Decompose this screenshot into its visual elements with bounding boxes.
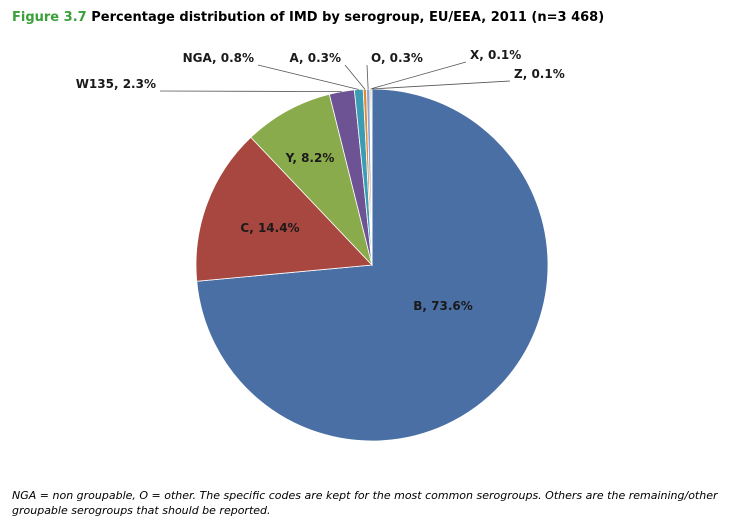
leader-line-o (366, 64, 369, 90)
data-label-z: Z, 0.1% (514, 67, 565, 81)
leader-line-x (370, 61, 467, 90)
pie-slice-c (195, 136, 373, 282)
chart-title: Figure 3.7 Percentage distribution of IM… (12, 10, 604, 25)
pie-slice-y (250, 93, 373, 267)
data-label-o: O, 0.3% (371, 51, 423, 65)
data-label-a: A, 0.3% (289, 51, 341, 65)
leader-line-nga (257, 64, 359, 90)
figure-label: Figure 3.7 (12, 10, 87, 25)
footnote: NGA = non groupable, O = other. The spec… (12, 489, 718, 517)
data-label-nga: NGA, 0.8% (183, 51, 254, 65)
data-label-b: B, 73.6% (413, 299, 473, 313)
data-label-w135: W135, 2.3% (76, 77, 156, 91)
data-label-c: C, 14.4% (240, 221, 299, 235)
leader-line-w135 (159, 90, 342, 93)
data-label-y: Y, 8.2% (285, 151, 335, 165)
data-label-x: X, 0.1% (470, 48, 521, 62)
chart-title-text: Percentage distribution of IMD by serogr… (91, 10, 605, 25)
pie-chart: B, 73.6% C, 14.4% Y, 8.2% W135, 2.3% NGA, 0.… (76, 48, 565, 442)
leader-line-a (344, 64, 366, 90)
leader-line-z (371, 80, 511, 90)
